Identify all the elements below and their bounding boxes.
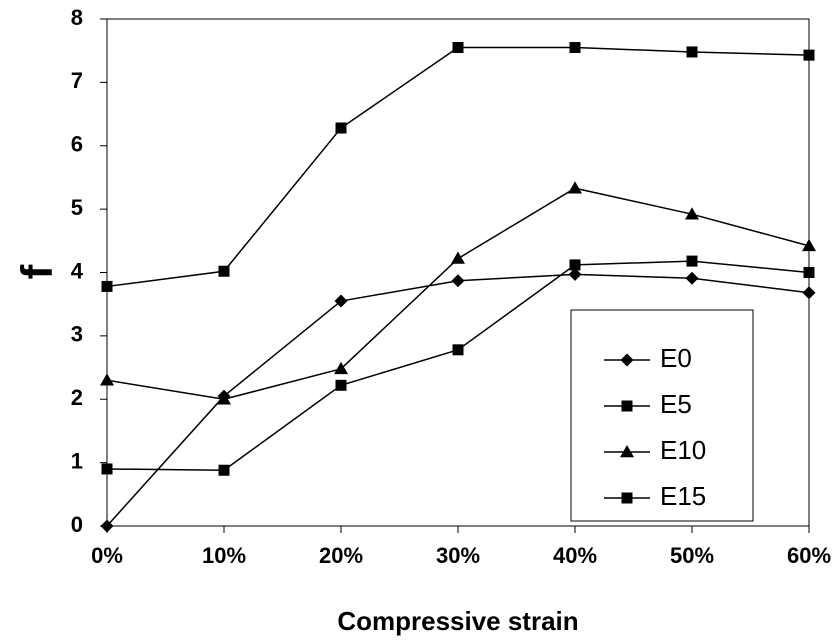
legend-marker: [621, 400, 633, 412]
data-point: [685, 207, 699, 220]
data-point: [218, 265, 230, 277]
data-point: [451, 274, 465, 288]
x-tick-label: 0%: [91, 543, 123, 568]
y-axis-title: f: [13, 264, 62, 279]
data-point: [686, 46, 698, 58]
x-tick-label: 50%: [670, 543, 714, 568]
y-tick-label: 3: [71, 322, 83, 347]
legend-item: E0: [604, 343, 692, 373]
y-axis: 0 1 2 3 4 5 6 7 8: [71, 5, 107, 537]
legend-label: E0: [660, 343, 692, 373]
data-point: [686, 255, 698, 267]
y-tick-label: 0: [71, 512, 83, 537]
data-point: [803, 49, 815, 61]
y-tick-label: 6: [71, 132, 83, 157]
data-point: [569, 42, 581, 54]
series-e15: [101, 42, 815, 292]
series-layer: [100, 42, 816, 533]
y-tick-label: 7: [71, 68, 83, 93]
data-point: [334, 361, 348, 375]
y-tick-label: 2: [71, 385, 83, 410]
x-tick-label: 20%: [319, 543, 363, 568]
legend-label: E10: [660, 435, 706, 465]
data-point: [568, 267, 582, 281]
legend: E0 E5 E10 E15: [570, 309, 754, 522]
legend-item: E5: [604, 389, 692, 419]
data-point: [335, 122, 347, 134]
data-point: [569, 259, 581, 271]
data-point: [452, 344, 464, 356]
legend-marker: [620, 445, 634, 458]
data-point: [452, 42, 464, 54]
x-tick-label: 40%: [553, 543, 597, 568]
x-axis: 0% 10% 20% 30% 40% 50% 60%: [91, 526, 831, 568]
x-axis-title: Compressive strain: [337, 606, 578, 636]
data-point: [334, 294, 348, 308]
data-point: [100, 373, 114, 386]
data-point: [218, 464, 230, 476]
legend-marker: [620, 353, 634, 367]
data-point: [101, 463, 113, 475]
y-tick-label: 5: [71, 195, 83, 220]
y-tick-label: 4: [71, 258, 84, 283]
legend-label: E5: [660, 389, 692, 419]
series-e5: [101, 255, 815, 476]
data-point: [802, 238, 816, 252]
x-tick-label: 10%: [202, 543, 246, 568]
data-point: [803, 267, 815, 278]
legend-label: E15: [660, 481, 706, 511]
legend-item: E10: [604, 435, 706, 465]
y-tick-label: 8: [71, 5, 83, 30]
data-point: [685, 271, 699, 285]
data-point: [451, 251, 465, 264]
legend-box: [570, 309, 754, 522]
legend-item: E15: [604, 481, 706, 511]
data-point: [335, 379, 347, 391]
data-point: [101, 280, 113, 292]
x-tick-label: 60%: [787, 543, 831, 568]
y-tick-label: 1: [71, 448, 83, 473]
data-point: [100, 519, 114, 533]
legend-marker: [621, 492, 633, 504]
series-e10: [100, 181, 816, 405]
data-point: [802, 286, 816, 300]
x-tick-label: 30%: [436, 543, 480, 568]
data-point: [217, 392, 231, 405]
data-point: [568, 181, 582, 194]
